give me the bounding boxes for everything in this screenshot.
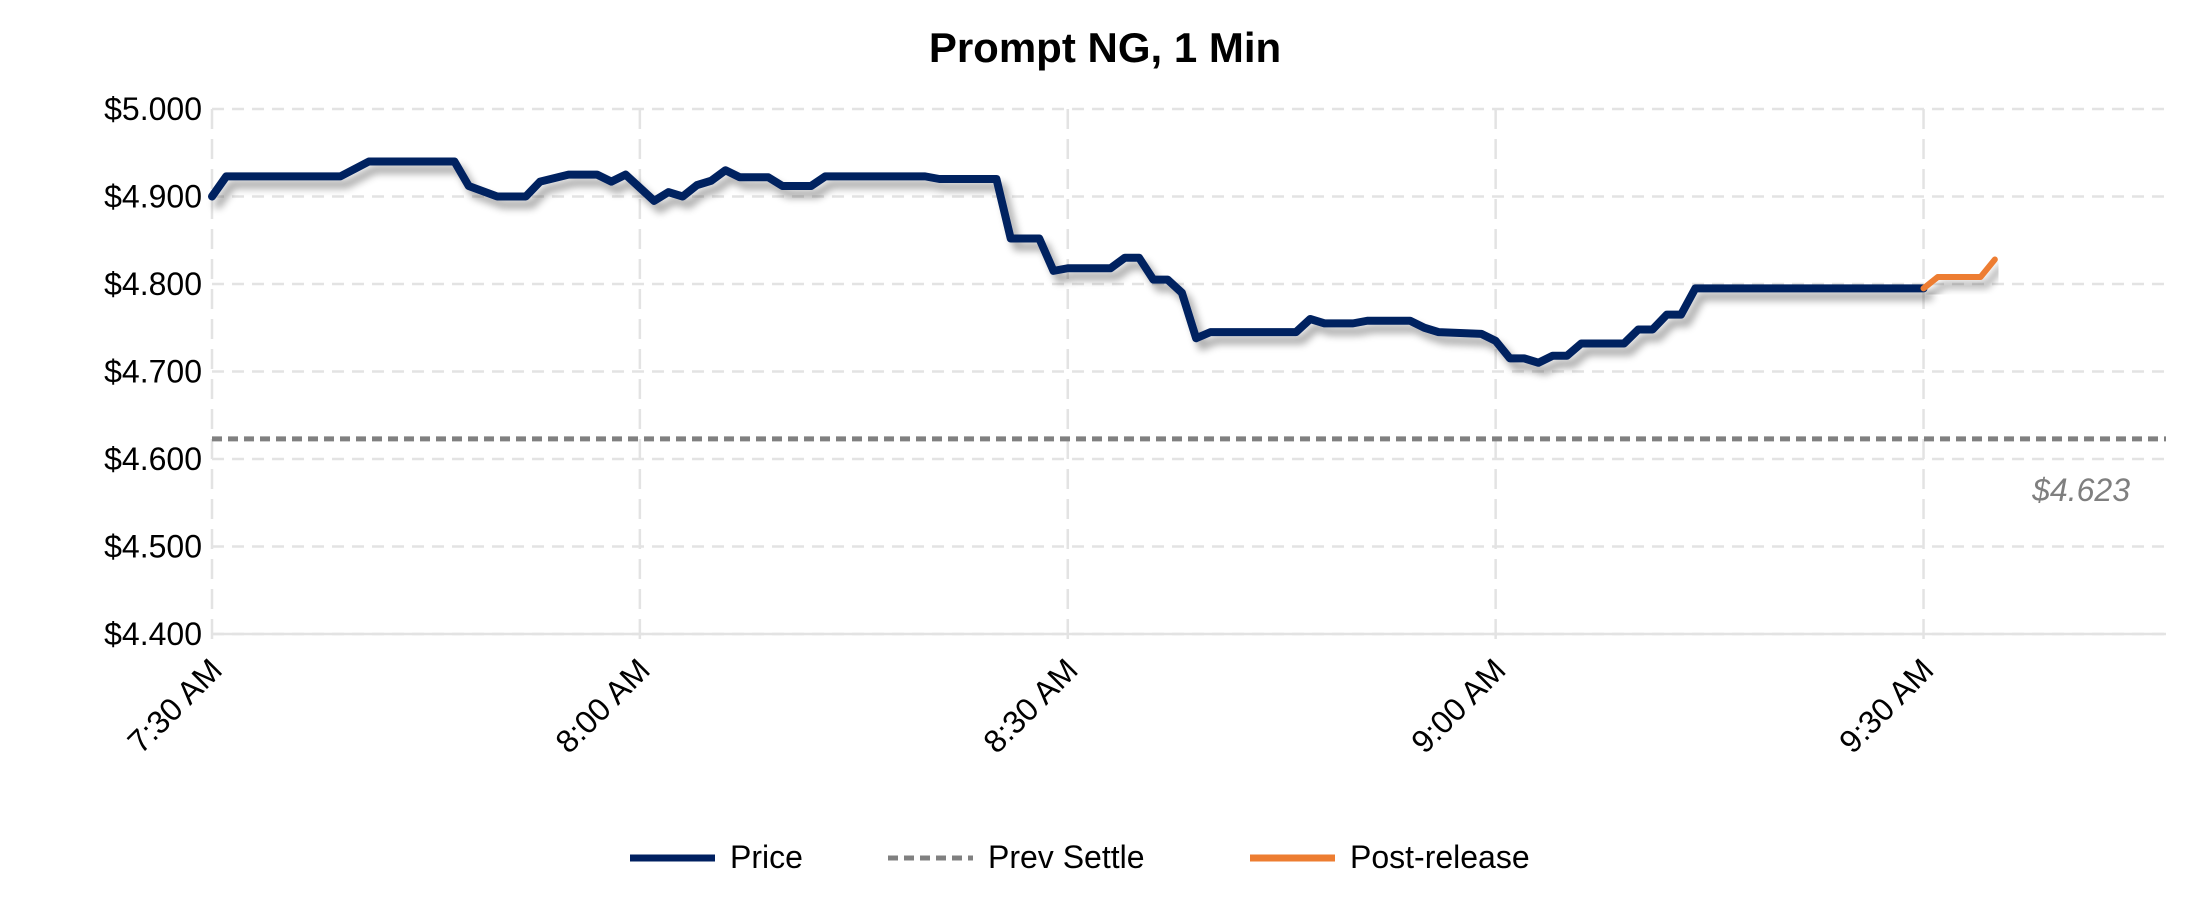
x-tick-label: 7:30 AM [120, 651, 228, 759]
legend-label: Post-release [1350, 839, 1530, 875]
legend: Price Prev Settle Post-release [630, 839, 1530, 875]
prev-settle-label: $4.623 [2031, 472, 2130, 508]
y-tick-label: $4.600 [104, 441, 202, 477]
x-tick-label: 9:00 AM [1404, 651, 1512, 759]
post-release-line [1920, 256, 1998, 292]
chart-title: Prompt NG, 1 Min [929, 24, 1281, 71]
x-tick-label: 8:30 AM [976, 651, 1084, 759]
legend-label: Price [730, 839, 803, 875]
y-tick-label: $4.800 [104, 266, 202, 302]
y-tick-label: $4.700 [104, 354, 202, 390]
price-line [208, 157, 1928, 367]
gridlines [210, 107, 2166, 640]
x-axis: 7:30 AM 8:00 AM 8:30 AM 9:00 AM 9:30 AM [120, 651, 1940, 759]
plot-series: $4.623 [208, 157, 2166, 508]
y-axis: $5.000 $4.900 $4.800 $4.700 $4.600 $4.500 $4.4… [104, 91, 202, 652]
x-tick-label: 8:00 AM [548, 651, 656, 759]
y-tick-label: $5.000 [104, 91, 202, 127]
legend-label: Prev Settle [988, 839, 1145, 875]
y-tick-label: $4.400 [104, 616, 202, 652]
x-tick-label: 9:30 AM [1832, 651, 1940, 759]
y-tick-label: $4.900 [104, 179, 202, 215]
y-tick-label: $4.500 [104, 529, 202, 565]
